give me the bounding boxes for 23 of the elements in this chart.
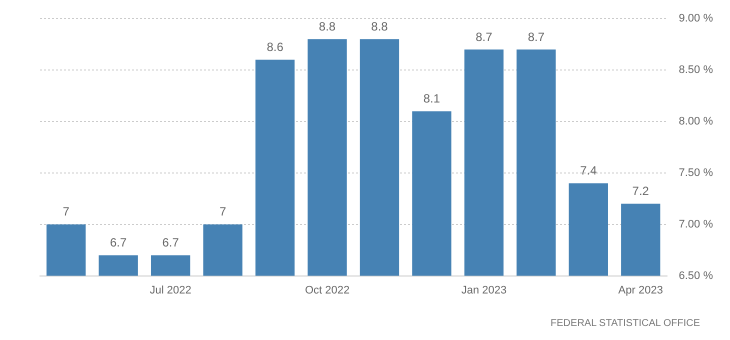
y-tick-label: 7.50 % xyxy=(678,166,714,179)
data-label: 6.7 xyxy=(162,236,180,250)
data-label: 7.4 xyxy=(580,164,598,178)
y-tick-label: 8.50 % xyxy=(678,64,714,76)
data-label: 6.7 xyxy=(110,236,128,250)
data-label: 7 xyxy=(62,204,70,219)
y-tick-label: 6.50 % xyxy=(678,270,714,282)
y-tick-label: 7.00 % xyxy=(678,218,714,230)
data-label: 7 xyxy=(219,204,226,219)
x-tick-label: Oct 2022 xyxy=(304,284,350,296)
data-label: 8.6 xyxy=(266,40,284,54)
data-label: 8.7 xyxy=(528,30,545,44)
x-tick-label: Jul 2022 xyxy=(150,284,192,296)
x-tick-label: Jan 2023 xyxy=(461,284,507,296)
y-tick-label: 9.00 % xyxy=(678,12,714,25)
data-label: 8.8 xyxy=(371,19,388,34)
x-tick-label: Apr 2023 xyxy=(618,284,663,296)
data-label: 7.2 xyxy=(632,184,650,198)
data-label: 8.7 xyxy=(476,30,493,44)
data-label: 8.8 xyxy=(318,19,336,34)
y-tick-label: 8.00 % xyxy=(678,116,714,128)
text: FEDERAL STATISTICAL OFFICE xyxy=(550,318,700,329)
data-label: 8.1 xyxy=(423,92,440,106)
